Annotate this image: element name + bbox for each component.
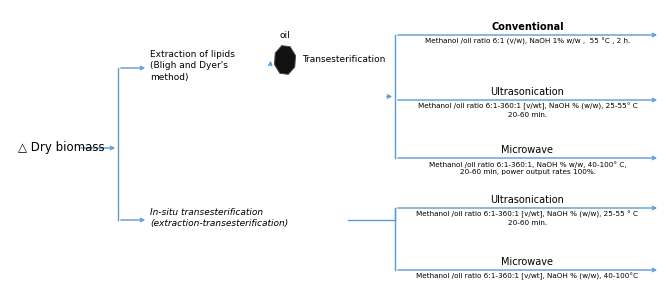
Text: In-situ transesterification
(extraction-transesterification): In-situ transesterification (extraction-…	[150, 207, 288, 229]
Text: △ Dry biomass: △ Dry biomass	[18, 141, 105, 154]
Polygon shape	[274, 46, 296, 74]
Text: Extraction of lipids
(Bligh and Dyer's
method): Extraction of lipids (Bligh and Dyer's m…	[150, 50, 235, 82]
Text: Microwave: Microwave	[501, 145, 553, 155]
Text: Methanol /oil ratio 6:1-360:1 [v/wt], NaOH % (w/w), 25-55 ° C
20-60 min.: Methanol /oil ratio 6:1-360:1 [v/wt], Na…	[416, 211, 639, 226]
Text: Transesterification: Transesterification	[302, 54, 386, 64]
Text: Methanol /oil ratio 6:1 (v/w), NaOH 1% w/w ,  55 °C , 2 h.: Methanol /oil ratio 6:1 (v/w), NaOH 1% w…	[425, 38, 630, 45]
Text: Methanol /oil ratio 6:1-360:1, NaOH % w/w, 40-100° C,
20-60 min, power output ra: Methanol /oil ratio 6:1-360:1, NaOH % w/…	[429, 161, 626, 175]
Text: Ultrasonication: Ultrasonication	[491, 195, 565, 205]
Text: Conventional: Conventional	[492, 22, 564, 32]
Text: Methanol /oil ratio 6:1-360:1 [v/wt], NaOH % (w/w), 40-100°C: Methanol /oil ratio 6:1-360:1 [v/wt], Na…	[416, 273, 639, 281]
Text: Methanol /oil ratio 6:1-360:1 [v/wt], NaOH % (w/w), 25-55° C
20-60 min.: Methanol /oil ratio 6:1-360:1 [v/wt], Na…	[418, 103, 637, 118]
Text: oil: oil	[280, 31, 290, 40]
Text: Microwave: Microwave	[501, 257, 553, 267]
Text: Ultrasonication: Ultrasonication	[491, 87, 565, 97]
